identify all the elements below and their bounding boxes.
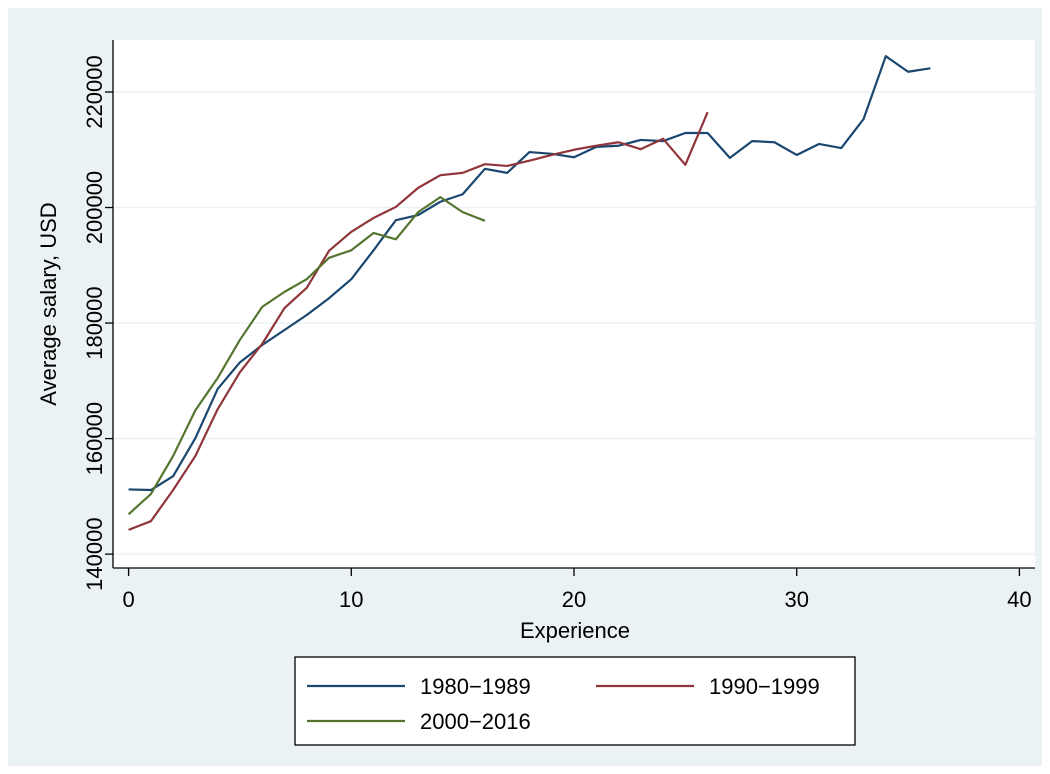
x-tick-label: 0	[122, 587, 134, 612]
x-tick-label: 30	[784, 587, 808, 612]
y-tick-label: 200000	[82, 171, 107, 244]
y-axis-title: Average salary, USD	[36, 202, 61, 405]
legend-label: 1980−1989	[420, 674, 531, 699]
y-tick-label: 180000	[82, 286, 107, 359]
grid	[113, 91, 1035, 555]
x-axis-title: Experience	[520, 618, 630, 643]
x-tick-label: 40	[1007, 587, 1031, 612]
lines	[127, 55, 931, 531]
legend-box	[294, 656, 856, 746]
y-tick-label: 220000	[82, 55, 107, 128]
series-line	[128, 111, 709, 531]
legend-label: 2000−2016	[420, 709, 531, 734]
y-tick-label: 140000	[82, 517, 107, 590]
legend: 1980−1989 1990−1999 2000−2016	[294, 656, 856, 746]
x-tick-label: 10	[339, 587, 363, 612]
y-tick-label: 160000	[82, 402, 107, 475]
plot-region	[113, 40, 1035, 568]
x-tick-label: 20	[562, 587, 586, 612]
legend-label: 1990−1999	[709, 674, 820, 699]
series-line	[127, 196, 486, 516]
